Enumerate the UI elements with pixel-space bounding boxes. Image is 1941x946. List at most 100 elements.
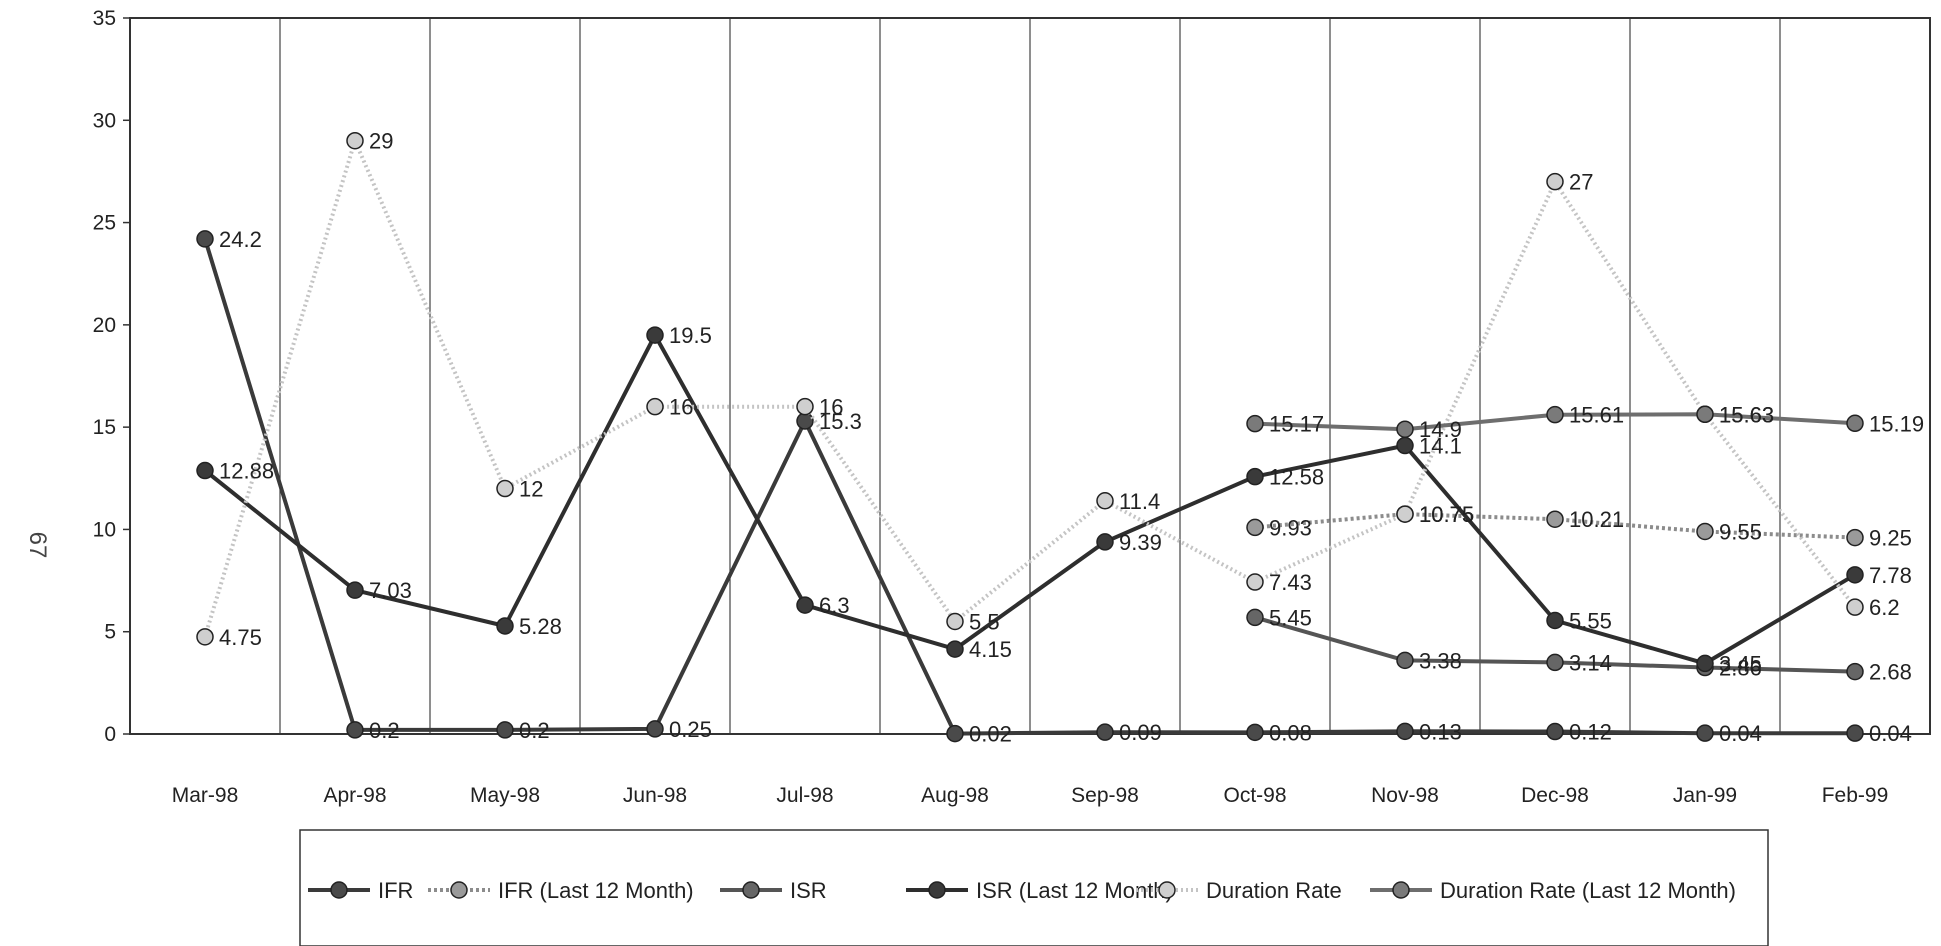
series-isr-last-12-month-line (203, 333, 1857, 666)
y-tick-label: 0 (104, 723, 116, 746)
x-tick-label: Mar-98 (172, 784, 239, 807)
data-label: 15.19 (1869, 411, 1924, 436)
data-label: 7.03 (369, 578, 412, 603)
data-label: 4.15 (969, 637, 1012, 662)
data-label: 3.45 (1719, 651, 1762, 676)
legend-swatch-marker (1392, 881, 1410, 899)
data-label: 0.08 (1269, 720, 1312, 745)
data-label: 15.63 (1719, 402, 1774, 427)
y-tick-label: 25 (93, 212, 116, 235)
data-label: 10.75 (1419, 502, 1474, 527)
series-duration-rate-last-12-month-point (1246, 414, 1264, 433)
page-number: 67 (24, 532, 51, 559)
series-ifr-point (346, 721, 364, 739)
data-label: 6.3 (819, 593, 850, 618)
y-tick-label: 30 (93, 109, 116, 132)
x-tick-label: Sep-98 (1071, 784, 1139, 807)
series-duration-rate-last-12-month-point (1696, 405, 1714, 424)
data-label: 9.39 (1119, 530, 1162, 555)
series-ifr-last-12-month-point (1246, 518, 1264, 537)
series-ifr-point (196, 230, 214, 248)
data-label: 3.14 (1569, 650, 1612, 675)
series-isr-last-12-month-point (646, 326, 664, 344)
series-duration-rate-point (1546, 172, 1564, 191)
data-label: 0.04 (1719, 721, 1762, 746)
series-ifr-point (1696, 724, 1714, 742)
data-label: 15.63 (1719, 402, 1774, 427)
series-isr-last-12-month-point (346, 581, 364, 599)
series-ifr-point (1546, 722, 1564, 741)
data-label: 0.2 (519, 718, 550, 743)
series-duration-rate-point (1396, 505, 1414, 523)
x-tick-label: Apr-98 (323, 784, 386, 807)
data-label: 0.25 (669, 717, 712, 742)
series-ifr-point (1096, 723, 1114, 741)
data-label: 0.04 (1869, 721, 1912, 746)
data-label: 16 (669, 395, 693, 420)
data-label: 29 (369, 129, 393, 154)
series-ifr-point (946, 724, 964, 743)
series-isr-last-12-month-point (1546, 611, 1564, 630)
legend-label: IFR (378, 878, 413, 903)
series-ifr-last-12-month-point (1846, 528, 1864, 547)
data-label: 15.17 (1269, 412, 1324, 437)
data-label: 16 (819, 395, 843, 420)
y-tick-label: 10 (93, 518, 116, 541)
data-label: 5.45 (1269, 605, 1312, 630)
series-duration-rate-point (196, 628, 214, 646)
series-duration-rate-line (203, 138, 1857, 638)
series-ifr-point (646, 720, 664, 738)
series-isr-last-12-month-point (1846, 566, 1864, 584)
series-ifr-last-12-month-point (1546, 510, 1564, 528)
y-tick-label: 35 (93, 7, 116, 30)
data-label: 9.55 (1719, 519, 1762, 544)
data-label: 15.61 (1569, 403, 1624, 428)
data-label: 9.25 (1869, 526, 1912, 551)
data-label: 15.3 (819, 409, 862, 434)
legend-swatch-marker (1158, 881, 1176, 899)
series-duration-rate-point (646, 397, 664, 416)
data-label: 5.55 (1569, 608, 1612, 633)
data-label: 3.38 (1419, 648, 1462, 673)
legend-label: Duration Rate (1206, 878, 1342, 903)
legend-swatch-marker (928, 881, 946, 899)
chart-grid (279, 18, 1781, 734)
series-isr-point (1546, 653, 1564, 672)
series-duration-rate-point (1846, 598, 1864, 616)
series-isr-point (1396, 651, 1414, 670)
x-tick-label: Nov-98 (1371, 784, 1439, 807)
series-isr-last-12-month-point (1246, 467, 1264, 486)
series-duration-rate (196, 131, 1864, 646)
series-ifr-point (1396, 722, 1414, 741)
legend-swatch-marker (742, 881, 760, 899)
data-label: 12.58 (1269, 465, 1324, 490)
data-label: 0.13 (1419, 719, 1462, 744)
series-duration-rate-last-12-month-point (1846, 414, 1864, 433)
series-ifr-line (203, 238, 1855, 736)
data-label: 2.86 (1719, 656, 1762, 681)
data-label: 10.21 (1569, 507, 1624, 532)
series-duration-rate-point (1246, 573, 1264, 591)
series-duration-rate-last-12-month-point (1396, 420, 1414, 438)
data-label: 2.68 (1869, 660, 1912, 685)
x-tick-label: Jul-98 (776, 784, 833, 807)
data-label: 9.93 (1269, 515, 1312, 540)
chart-series (196, 131, 1864, 743)
y-tick-label: 15 (93, 416, 116, 439)
data-label: 0.09 (1119, 720, 1162, 745)
series-duration-rate-point (496, 479, 514, 498)
series-isr-point (1846, 662, 1864, 681)
series-ifr (196, 230, 1864, 743)
data-label: 0.02 (969, 722, 1012, 747)
data-label: 12.88 (219, 459, 274, 484)
series-duration-rate-point (1096, 492, 1114, 510)
data-label: 14.9 (1419, 417, 1462, 442)
series-duration-rate-point (346, 131, 364, 150)
data-label: 14.1 (1419, 434, 1462, 459)
x-tick-label: May-98 (470, 784, 540, 807)
series-isr-last-12-month-point (1096, 533, 1114, 551)
series-isr-last-12-month-point (796, 596, 814, 614)
data-label: 0.2 (369, 718, 400, 743)
data-label: 11.4 (1119, 489, 1160, 514)
series-isr-last-12-month-point (496, 617, 514, 635)
